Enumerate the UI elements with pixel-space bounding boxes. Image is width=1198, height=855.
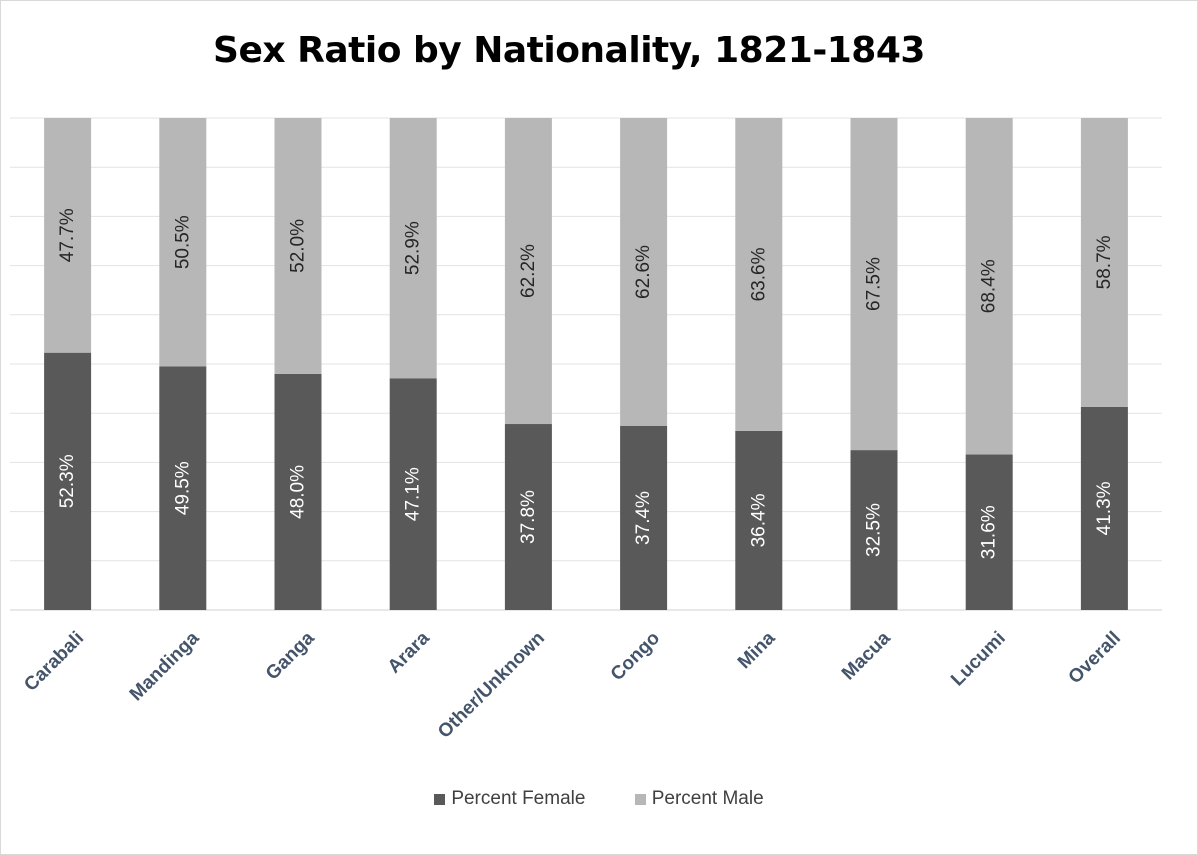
data-label: 50.5% <box>172 215 193 269</box>
category-label: Mandinga <box>126 627 204 705</box>
data-label: 47.7% <box>57 208 78 262</box>
bar-segment-female <box>44 352 92 610</box>
data-label: 52.0% <box>288 219 309 273</box>
legend-label-male: Percent Male <box>651 788 764 809</box>
bar-segment-male <box>620 118 668 426</box>
bar-segment-male <box>735 118 783 431</box>
chart-title: Sex Ratio by Nationality, 1821-1843 <box>213 30 925 71</box>
data-label: 48.0% <box>288 465 309 519</box>
category-label: Ganga <box>262 627 319 684</box>
data-label: 68.4% <box>979 259 1000 313</box>
data-label: 32.5% <box>864 503 885 557</box>
bar-segment-female <box>159 366 207 610</box>
bar-segment-female <box>735 430 783 610</box>
legend-swatch-male <box>634 793 646 805</box>
category-label: Arara <box>384 627 434 677</box>
bar-segment-male <box>850 118 898 451</box>
bar-segment-male <box>965 118 1013 455</box>
bar-segment-female <box>965 454 1013 610</box>
category-label: Congo <box>607 628 664 685</box>
bar-segment-female <box>1080 406 1128 610</box>
category-label: Overall <box>1065 628 1125 688</box>
data-label: 62.6% <box>633 245 654 299</box>
bar-segment-male <box>504 118 552 425</box>
data-label: 31.6% <box>979 505 1000 559</box>
data-label: 67.5% <box>864 257 885 311</box>
category-label: Mina <box>734 627 780 673</box>
category-label: Other/Unknown <box>434 628 549 743</box>
bar-segment-male <box>44 118 92 353</box>
data-label: 37.8% <box>518 490 539 544</box>
category-label: Macua <box>838 627 895 684</box>
data-label: 62.2% <box>518 244 539 298</box>
category-label: Carabali <box>20 628 88 696</box>
bar-segment-male <box>389 118 437 379</box>
data-label: 36.4% <box>748 493 769 547</box>
bar-segment-female <box>850 450 898 610</box>
bar-segment-female <box>504 424 552 610</box>
bar-segment-female <box>389 378 437 610</box>
data-label: 41.3% <box>1094 481 1115 535</box>
legend-label-female: Percent Female <box>451 788 586 809</box>
legend-item-male: Percent Male <box>634 788 764 810</box>
data-label: 47.1% <box>403 467 424 521</box>
data-label: 49.5% <box>172 461 193 515</box>
category-label: Lucumi <box>947 628 1010 691</box>
bar-segment-male <box>1080 118 1128 407</box>
data-label: 52.3% <box>57 454 78 508</box>
bar-segment-male <box>159 118 207 367</box>
bar-segment-male <box>274 118 322 374</box>
data-label: 58.7% <box>1094 235 1115 289</box>
legend: Percent Female Percent Male <box>0 788 1198 811</box>
data-label: 63.6% <box>748 247 769 301</box>
data-label: 37.4% <box>633 491 654 545</box>
bar-segment-female <box>620 425 668 610</box>
bar-segment-female <box>274 373 322 610</box>
legend-item-female: Percent Female <box>434 788 585 810</box>
legend-swatch-female <box>434 793 446 805</box>
data-label: 52.9% <box>403 221 424 275</box>
